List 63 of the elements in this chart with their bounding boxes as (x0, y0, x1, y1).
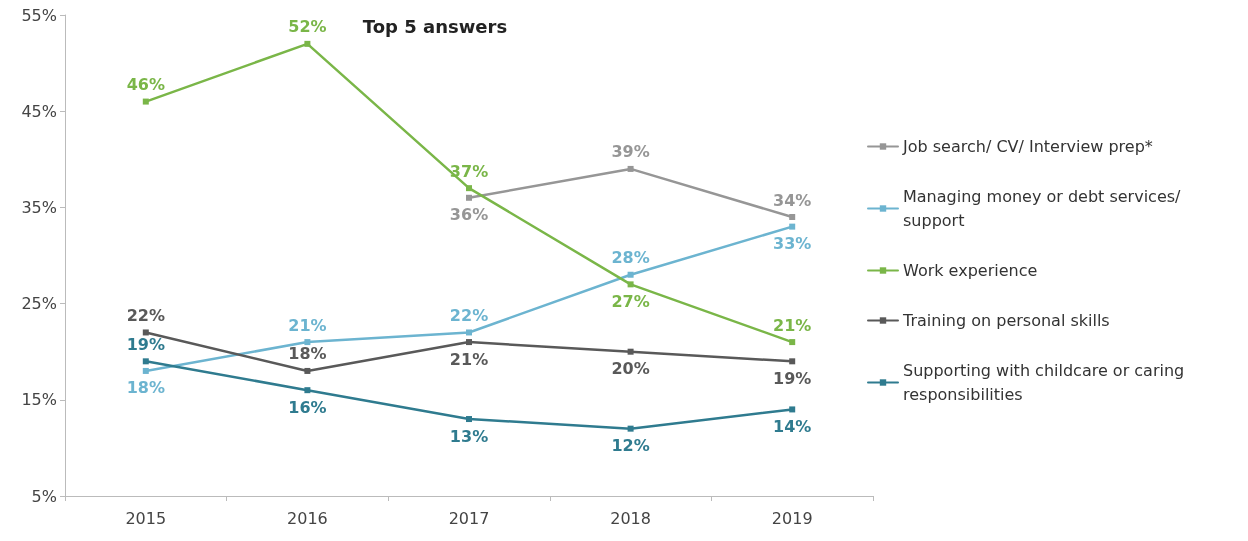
y-tick-label: 5% (31, 486, 57, 506)
data-label: 39% (611, 142, 650, 162)
data-label: 16% (288, 397, 327, 417)
point (466, 185, 472, 192)
legend-label: Training on personal skills (902, 311, 1110, 330)
data-label: 14% (773, 416, 812, 436)
legend-label: Supporting with childcare or caring responsibilities (903, 361, 1190, 404)
data-label: 34% (773, 190, 812, 210)
point (142, 98, 149, 105)
data-label: 33% (773, 234, 812, 254)
point (789, 358, 796, 365)
data-label: 52% (288, 17, 327, 37)
point (789, 339, 796, 346)
point (142, 367, 149, 374)
legend-label: Work experience (903, 261, 1038, 280)
data-label: 19% (126, 334, 165, 354)
data-label: 28% (611, 248, 650, 268)
point (466, 416, 472, 423)
point (304, 40, 311, 47)
data-label: 19% (773, 368, 812, 388)
point (627, 281, 634, 288)
legend-label: Job search/ CV/ Interview prep* (902, 137, 1153, 156)
point (142, 358, 149, 365)
y-tick-label: 35% (21, 197, 57, 217)
x-tick-label: 2015 (125, 508, 167, 528)
data-label: 12% (611, 436, 650, 456)
data-label: 22% (126, 305, 165, 325)
data-label: 46% (126, 75, 165, 95)
chart-title: Top 5 answers (362, 15, 508, 37)
y-tick-label: 45% (21, 101, 57, 121)
data-label: 21% (288, 315, 327, 335)
point (627, 425, 634, 432)
point (466, 194, 472, 201)
x-tick-label: 2018 (610, 508, 651, 528)
data-label: 27% (611, 291, 650, 311)
data-label: 18% (288, 344, 327, 364)
point (466, 329, 472, 336)
point (789, 214, 796, 221)
point (627, 165, 634, 172)
data-label: 13% (449, 426, 489, 446)
point (304, 339, 311, 346)
data-label: 18% (126, 378, 165, 398)
point (627, 348, 634, 355)
point (789, 406, 796, 413)
data-label: 37% (449, 161, 489, 181)
data-label: 21% (773, 315, 812, 335)
point (304, 367, 311, 374)
y-tick-label: 15% (21, 390, 57, 410)
point (789, 223, 796, 230)
data-label: 21% (449, 349, 489, 369)
y-tick-label: 55% (21, 5, 57, 25)
point (142, 329, 149, 336)
x-tick-label: 2016 (287, 508, 328, 528)
x-tick-label: 2017 (448, 508, 490, 528)
data-label: 20% (611, 359, 650, 379)
point (627, 271, 634, 278)
data-label: 36% (449, 205, 489, 225)
point (304, 387, 311, 394)
point (466, 339, 472, 346)
x-tick-label: 2019 (771, 508, 813, 528)
data-label: 22% (449, 305, 489, 325)
legend-label: Managing money or debt services/ support (903, 187, 1186, 230)
y-tick-label: 25% (21, 294, 57, 314)
